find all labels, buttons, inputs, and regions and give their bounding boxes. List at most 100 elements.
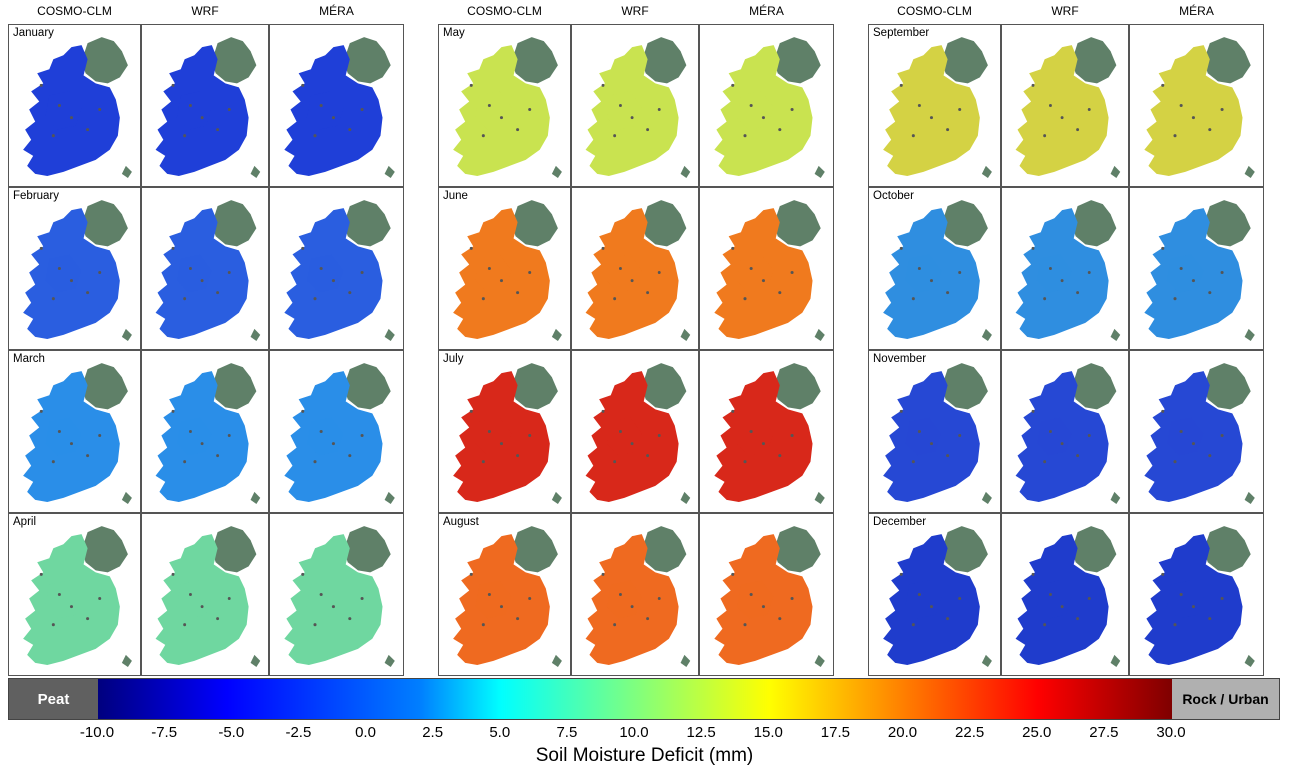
map-panel [141,187,269,350]
map-panel: December [868,513,1001,676]
colorbar-tick-label: 27.5 [1089,724,1119,741]
map-panel [141,513,269,676]
colorbar-tick-label: 17.5 [820,724,850,741]
map-panel [699,24,834,187]
map-panel [1001,350,1129,513]
ireland-map-icon [1015,200,1121,341]
ireland-map-icon [284,200,395,341]
colorbar-tick-label: -2.5 [285,724,312,741]
map-panel [699,350,834,513]
ireland-map-icon [585,363,691,504]
month-label: July [443,353,464,365]
ireland-map-icon [1015,363,1121,504]
colorbar: Peat Rock / Urban [8,678,1280,720]
map-panel [571,24,699,187]
ireland-map-icon [1015,37,1121,178]
ireland-map-icon [23,526,132,667]
map-panel [1129,24,1264,187]
month-label: November [873,353,927,365]
map-panel [1129,187,1264,350]
model-header: WRF [621,4,649,18]
colorbar-tick-label: 5.0 [489,724,511,741]
map-panel [571,187,699,350]
map-panel: October [868,187,1001,350]
model-header: COSMO-CLM [897,4,972,18]
ireland-map-icon [23,200,132,341]
colorbar-tick-label: -7.5 [151,724,178,741]
map-panel: November [868,350,1001,513]
colorbar-tick-label: -5.0 [218,724,245,741]
map-panel [269,187,404,350]
month-label: March [13,353,45,365]
ireland-map-icon [284,526,395,667]
ireland-map-icon [284,363,395,504]
map-panel [269,24,404,187]
ireland-map-icon [585,200,691,341]
map-panel [269,350,404,513]
ireland-map-icon [883,526,992,667]
colorbar-tick-label: 20.0 [887,724,918,741]
map-panel: January [8,24,141,187]
colorbar-tick-label: 12.5 [686,724,716,741]
map-panel: February [8,187,141,350]
ireland-map-icon [453,37,562,178]
ireland-map-icon [155,37,261,178]
colorbar-tick-label: 7.5 [556,724,578,741]
ireland-map-icon [23,363,132,504]
month-label: October [873,190,914,202]
month-label: August [443,516,479,528]
ireland-map-icon [453,526,562,667]
ireland-map-icon [883,363,992,504]
ireland-map-icon [714,200,825,341]
colorbar-tick-label: 10.0 [619,724,649,741]
map-panel: June [438,187,571,350]
model-header: COSMO-CLM [37,4,112,18]
ireland-map-icon [585,526,691,667]
map-panel [1001,24,1129,187]
map-panel [141,350,269,513]
model-header: COSMO-CLM [467,4,542,18]
month-label: September [873,27,930,39]
month-label: May [443,27,465,39]
ireland-map-icon [883,37,992,178]
colorbar-tick-label: 22.5 [955,724,985,741]
map-panel [699,513,834,676]
map-panel [141,24,269,187]
month-label: February [13,190,60,202]
model-header: WRF [1051,4,1079,18]
map-panel [1129,513,1264,676]
map-panel [699,187,834,350]
ireland-map-icon [155,526,261,667]
model-header: WRF [191,4,219,18]
map-panel [1129,350,1264,513]
ireland-map-icon [453,200,562,341]
rock-urban-legend-box: Rock / Urban [1172,679,1279,719]
colorbar-tick-label: 0.0 [355,724,376,741]
ireland-map-icon [883,200,992,341]
colorbar-tick-label: 15.0 [753,724,783,741]
map-panel [571,513,699,676]
ireland-map-icon [155,363,261,504]
model-header: MÉRA [1179,4,1214,18]
colorbar-tick-label: 30.0 [1156,724,1186,741]
map-panel: September [868,24,1001,187]
map-panel: August [438,513,571,676]
ireland-map-icon [1015,526,1121,667]
colorbar-tick-label: 2.5 [422,724,444,741]
ireland-map-icon [1144,363,1255,504]
model-header: MÉRA [319,4,354,18]
colorbar-tick-label: 25.0 [1022,724,1052,741]
month-label: April [13,516,37,528]
ireland-map-icon [714,363,825,504]
month-label: December [873,516,927,528]
ireland-map-icon [585,37,691,178]
map-panel: April [8,513,141,676]
ireland-map-icon [284,37,395,178]
ireland-map-icon [453,363,562,504]
colorbar-gradient [98,679,1172,719]
map-panel: May [438,24,571,187]
ireland-map-icon [714,37,825,178]
month-label: June [443,190,468,202]
month-label: January [13,27,54,39]
map-panel [269,513,404,676]
